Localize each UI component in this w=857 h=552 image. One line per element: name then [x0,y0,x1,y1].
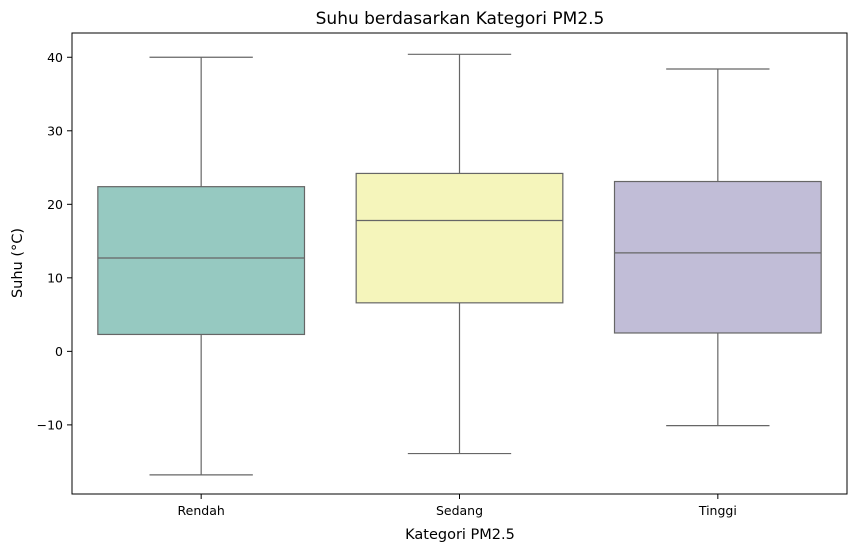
y-tick-label: −10 [37,417,63,432]
x-axis: Rendah Sedang Tinggi [178,494,737,518]
box-tinggi [613,68,822,427]
y-tick-label: 0 [55,344,63,359]
iqr-box [97,186,306,336]
y-tick-label: 10 [47,270,63,285]
x-tick-label: Tinggi [698,503,737,518]
y-tick-label: 20 [47,197,63,212]
x-axis-label: Kategori PM2.5 [405,527,515,543]
y-axis-label: Suhu (°C) [10,228,26,298]
iqr-box [613,180,822,334]
x-tick-label: Sedang [436,503,483,518]
box-series [97,53,822,476]
box-rendah [97,56,306,476]
y-tick-label: 30 [47,123,63,138]
x-tick-label: Rendah [178,503,225,518]
y-tick-label: 40 [47,50,63,65]
y-axis: 40 30 20 10 0 −10 [37,50,72,432]
chart-title: Suhu berdasarkan Kategori PM2.5 [316,9,605,29]
box-sedang [355,53,564,455]
iqr-box [355,172,564,304]
